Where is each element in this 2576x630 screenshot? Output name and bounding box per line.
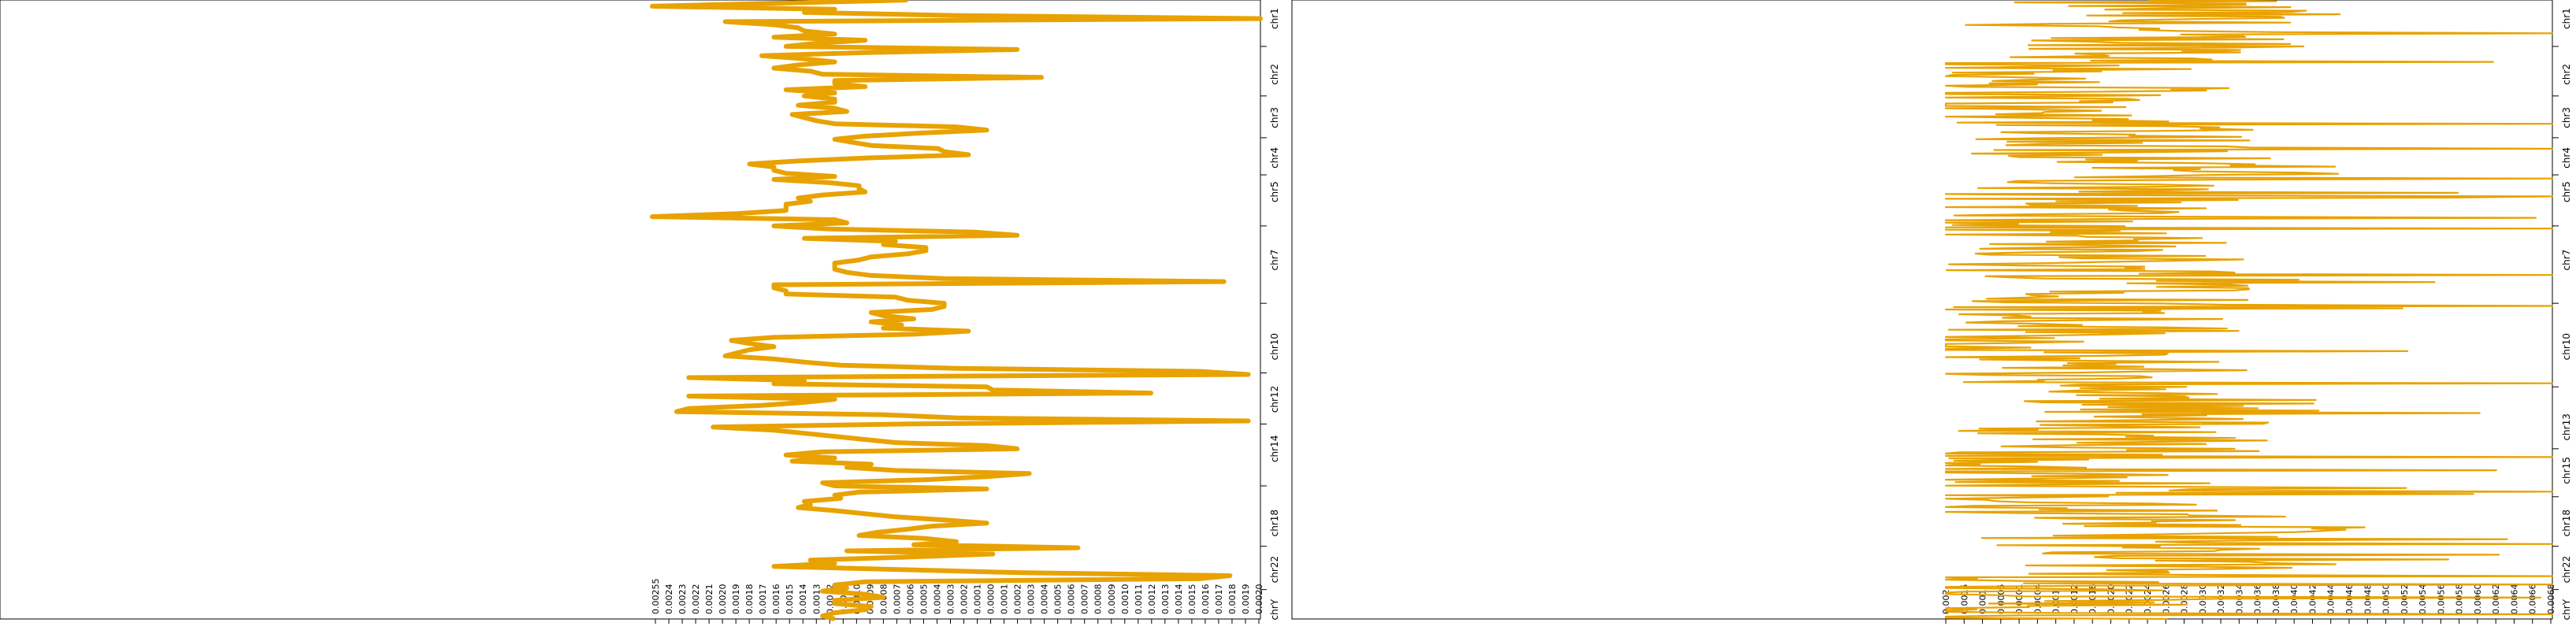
- x-tick-label: 0.0015: [1187, 584, 1197, 615]
- x-tick-label: 0.0064: [2509, 584, 2519, 615]
- x-tick-label: 0.0006: [1067, 584, 1077, 615]
- x-tick-label: 0.0002: [960, 584, 970, 615]
- x-tick-label: 0.0011: [1134, 584, 1144, 615]
- x-tick-label: 0.0016: [1201, 584, 1211, 615]
- x-tick-label: 0.0048: [2363, 584, 2373, 615]
- x-tick-label: 0.0006: [905, 584, 915, 615]
- chromosome-label: chr22: [1269, 556, 1280, 583]
- chromosome-label: chr4: [1269, 147, 1280, 169]
- chromosome-label: chr18: [1269, 510, 1280, 536]
- chromosome-label: chr10: [2561, 333, 2572, 360]
- x-tick-label: 0.0068: [2546, 584, 2556, 615]
- x-tick-label: 0.0018: [744, 584, 755, 615]
- x-tick-label: 0.0013: [1160, 584, 1171, 615]
- x-tick-label: 0.0020: [1254, 584, 1264, 615]
- chromosome-label: chr14: [1269, 435, 1280, 462]
- chromosome-label: chr22: [2561, 556, 2572, 583]
- chromosome-label: chr3: [1269, 107, 1280, 128]
- x-tick-label: 0.0022: [691, 584, 701, 615]
- x-tick-label: 0.0002: [1013, 584, 1023, 615]
- left-panel: chr1 chr2 chr3 chr4 chr5 chr7 chr10 chr12 chr14 c…: [0, 0, 1280, 624]
- chromosome-label: chr5: [2561, 181, 2572, 202]
- x-tick-label: 0.0009: [1107, 584, 1117, 615]
- chromosome-label: chrY: [2561, 598, 2572, 620]
- plot-frame: [1291, 0, 2553, 620]
- x-tick-label: 0.0008: [1093, 584, 1104, 615]
- plot-frame: [0, 0, 1261, 620]
- x-tick-label: 0.0005: [919, 584, 929, 615]
- x-tick-label: 0.0014: [1174, 584, 1184, 615]
- chromosome-label: chr10: [1269, 333, 1280, 360]
- x-tick-label: 0.0001: [1000, 584, 1010, 615]
- x-tick-label: 0.0056: [2436, 584, 2446, 615]
- x-tick-label: 0.0016: [771, 584, 781, 614]
- x-tick-label: 0.0058: [2455, 584, 2465, 615]
- x-tick-label: 0.0024: [664, 584, 674, 615]
- x-tick-label: 0.0005: [1053, 584, 1063, 615]
- x-tick-label: 0.001: [1978, 590, 1988, 615]
- x-tick-label: 0.0012: [1147, 584, 1157, 615]
- x-tick-label: 0.0020: [718, 584, 728, 615]
- chromosome-label: chr15: [2561, 457, 2572, 484]
- x-tick-label: 0.00255: [651, 579, 661, 615]
- x-tick-label: 0.0013: [811, 584, 822, 615]
- x-tick-label: 0.0007: [1080, 584, 1090, 615]
- x-tick-label: 0.0060: [2473, 584, 2483, 615]
- x-tick-label: 0.0018: [1227, 584, 1238, 615]
- x-tick-label: 0.0019: [1241, 584, 1251, 615]
- chromosome-label: chr13: [2561, 413, 2572, 440]
- x-tick-label: 0.0024: [2143, 584, 2153, 615]
- x-tick-label: 0.0023: [677, 584, 688, 615]
- x-tick-label: 0.0020: [2106, 584, 2116, 615]
- x-tick-label: 0.0015: [785, 584, 795, 614]
- chromosome-label: chr2: [1269, 64, 1280, 85]
- x-tick-label: 0.0062: [2491, 584, 2501, 615]
- chromosome-label: chr7: [1269, 250, 1280, 271]
- chromosome-label: chr18: [2561, 510, 2572, 536]
- chromosome-label: chr5: [1269, 181, 1280, 202]
- x-tick-label: 0.0004: [932, 584, 942, 615]
- chromosome-label: chr1: [1269, 8, 1280, 29]
- x-tick-label: 0.0010: [1120, 584, 1130, 615]
- right-panel: chr1 chr2 chr3 chr4 chr5 chr7 chr10 chr13 chr15 c…: [1291, 0, 2572, 624]
- x-tick-label: 0.0007: [892, 584, 902, 615]
- x-tick-label: 0.0017: [1214, 584, 1224, 615]
- x-tick-label: 0.0003: [1026, 584, 1037, 615]
- x-tick-label: 0.0019: [731, 584, 741, 615]
- chromosome-label: chrY: [1269, 598, 1280, 620]
- x-tick-label: 0.0004: [1040, 584, 1050, 615]
- x-tick-label: 0.0000: [986, 584, 997, 615]
- x-tick-label: 0.0003: [945, 584, 956, 615]
- profile-line: [1944, 0, 2554, 621]
- chromosome-label: chr12: [1269, 386, 1280, 413]
- chromosome-label: chr7: [2561, 250, 2572, 271]
- chromosome-label: chr2: [2561, 64, 2572, 85]
- chromosome-label: chr3: [2561, 107, 2572, 128]
- x-tick-label: 0.0054: [2418, 584, 2428, 615]
- x-tick-label: 0.0022: [2125, 584, 2135, 615]
- x-tick-label: 0.0066: [2528, 584, 2538, 615]
- x-tick-label: 0.0052: [2400, 584, 2410, 615]
- x-tick-label: 0.0021: [704, 584, 715, 615]
- chromosome-label: chr1: [2561, 8, 2572, 29]
- x-tick-label: 0.0014: [798, 584, 808, 614]
- x-tick-label: 0.0050: [2381, 584, 2392, 615]
- profile-line: [650, 0, 1263, 621]
- x-tick-label: 0.0017: [758, 584, 768, 615]
- x-tick-label: 0.0001: [973, 584, 983, 615]
- chromosome-label: chr4: [2561, 147, 2572, 169]
